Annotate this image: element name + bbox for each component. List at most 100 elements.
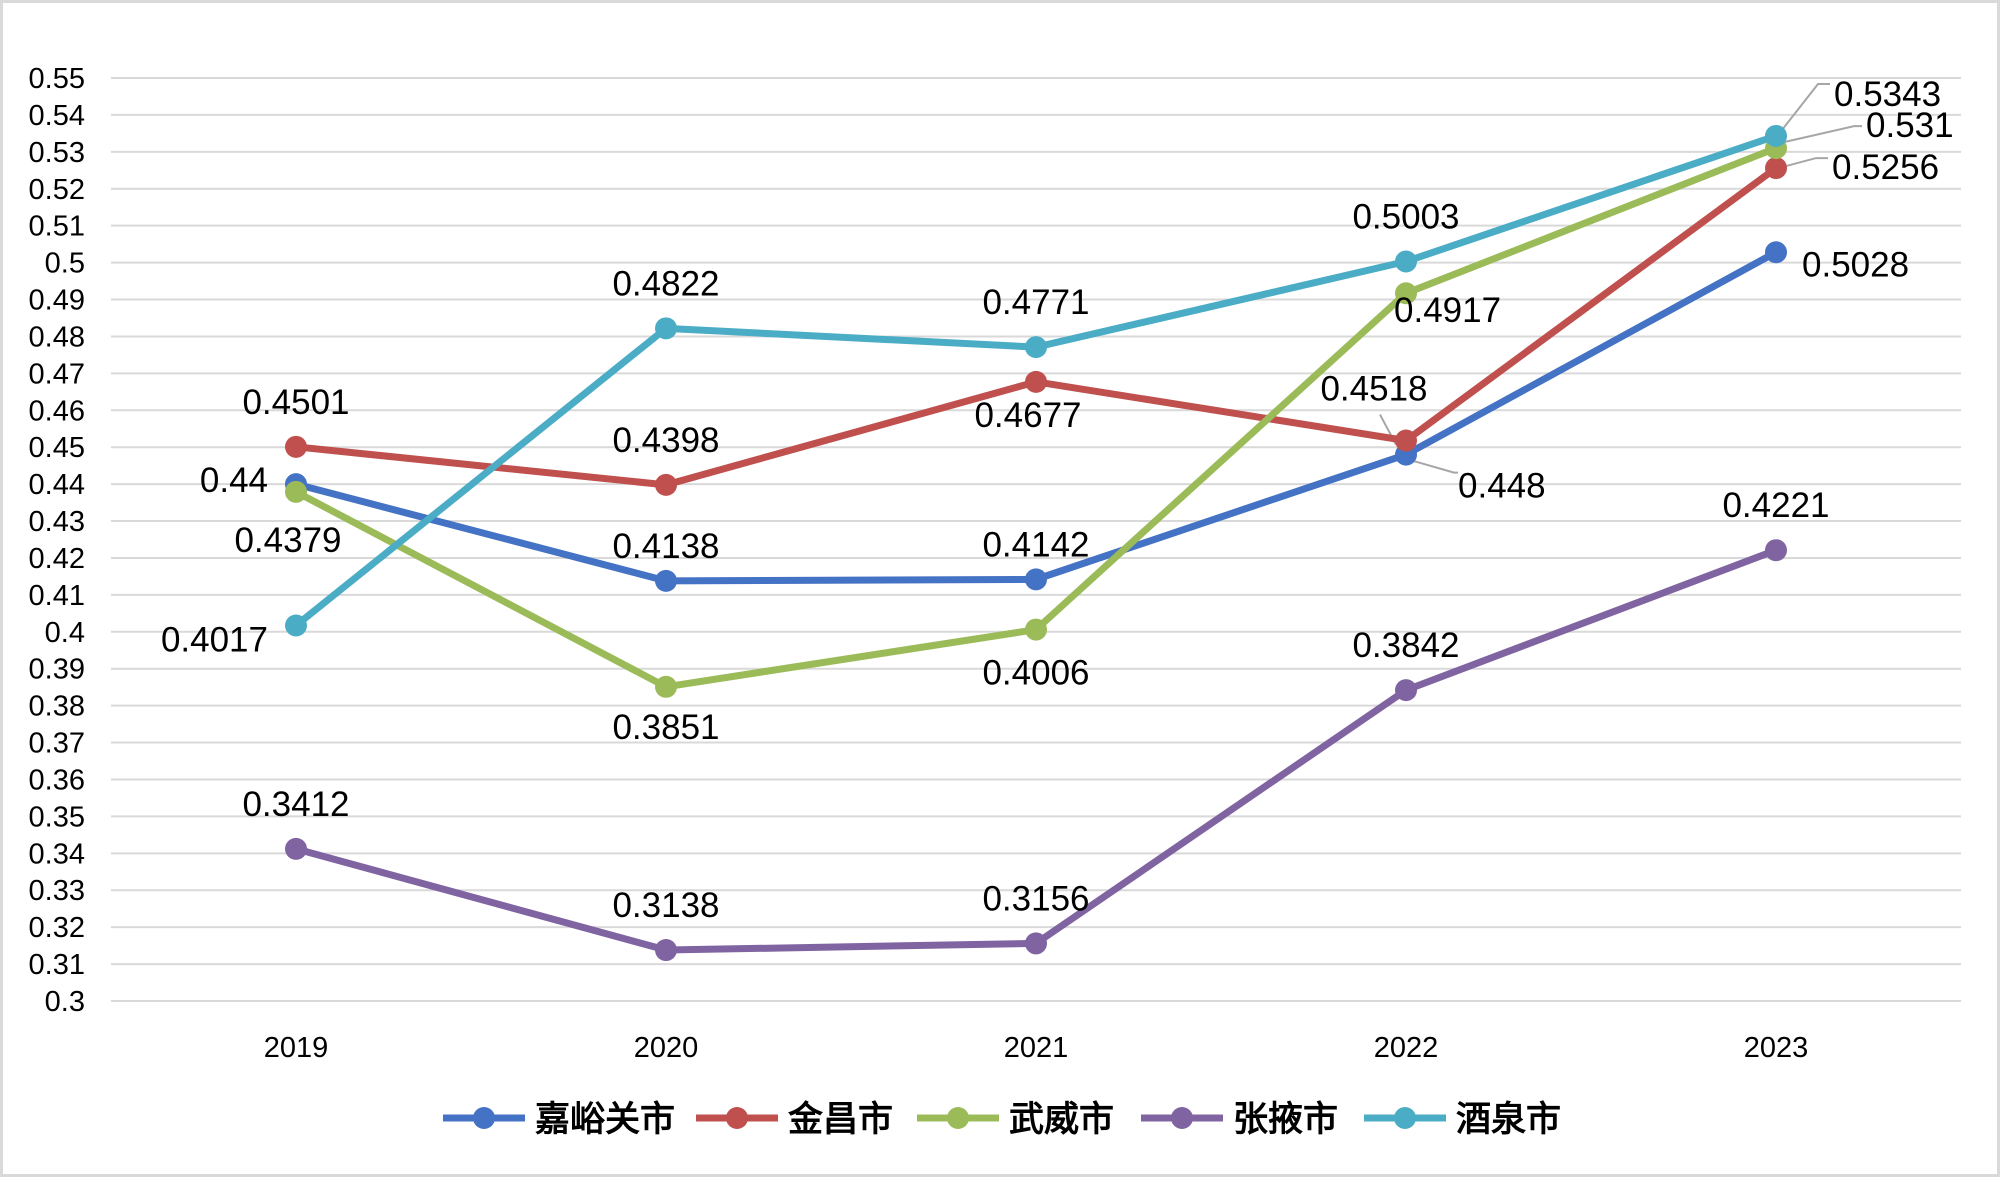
data-label: 0.4398 bbox=[612, 421, 719, 460]
leader-line bbox=[1785, 157, 1828, 168]
data-point bbox=[1765, 157, 1787, 180]
data-point bbox=[655, 675, 677, 698]
leader-line bbox=[1783, 125, 1862, 144]
data-point bbox=[1395, 679, 1417, 702]
y-tick-label: 0.43 bbox=[29, 506, 85, 538]
data-point bbox=[655, 569, 677, 592]
data-point bbox=[285, 614, 307, 637]
data-label: 0.4138 bbox=[612, 527, 719, 566]
leader-line bbox=[1411, 459, 1458, 474]
y-tick-label: 0.42 bbox=[29, 543, 85, 575]
y-tick-label: 0.33 bbox=[29, 875, 85, 907]
data-point bbox=[1395, 429, 1417, 452]
y-tick-label: 0.31 bbox=[29, 949, 85, 981]
y-tick-label: 0.47 bbox=[29, 358, 85, 390]
data-label: 0.4006 bbox=[982, 654, 1089, 693]
y-tick-label: 0.55 bbox=[29, 63, 85, 95]
y-tick-label: 0.32 bbox=[29, 912, 85, 944]
data-label: 0.3842 bbox=[1352, 626, 1459, 665]
x-tick-label: 2021 bbox=[1004, 1032, 1069, 1064]
data-point bbox=[1395, 250, 1417, 273]
x-tick-label: 2023 bbox=[1744, 1032, 1809, 1064]
y-tick-label: 0.48 bbox=[29, 321, 85, 353]
data-label: 0.4221 bbox=[1722, 486, 1829, 525]
y-tick-label: 0.54 bbox=[29, 100, 85, 132]
y-tick-label: 0.35 bbox=[29, 801, 85, 833]
data-point bbox=[655, 939, 677, 962]
y-tick-label: 0.45 bbox=[29, 432, 85, 464]
y-tick-label: 0.38 bbox=[29, 691, 85, 723]
data-label: 0.5343 bbox=[1834, 75, 1941, 114]
line-chart: 0.3 0.31 0.32 0.33 0.34 0.35 0.36 0.37 0.38 0.39 0… bbox=[29, 63, 1961, 1140]
data-label: 0.5003 bbox=[1352, 197, 1459, 236]
y-tick-label: 0.4 bbox=[45, 617, 85, 649]
legend-swatch-marker bbox=[947, 1107, 969, 1129]
legend-swatch-marker bbox=[726, 1107, 748, 1129]
legend: 嘉峪关市 金昌市 武威市 张掖市 酒泉市 bbox=[443, 1099, 1561, 1140]
data-label: 0.3138 bbox=[612, 886, 719, 925]
y-tick-label: 0.49 bbox=[29, 285, 85, 317]
legend-label: 张掖市 bbox=[1233, 1100, 1338, 1140]
y-tick-label: 0.5 bbox=[45, 248, 85, 280]
data-label: 0.4677 bbox=[974, 396, 1081, 435]
data-point bbox=[1025, 618, 1047, 641]
data-label: 0.4142 bbox=[982, 525, 1089, 564]
y-tick-label: 0.51 bbox=[29, 211, 85, 243]
series-lines bbox=[285, 124, 1787, 962]
data-point bbox=[655, 317, 677, 340]
x-tick-label: 2022 bbox=[1374, 1032, 1439, 1064]
data-point bbox=[1765, 124, 1787, 147]
data-label: 0.4917 bbox=[1394, 291, 1501, 330]
y-tick-label: 0.39 bbox=[29, 654, 85, 686]
x-tick-label: 2019 bbox=[264, 1032, 329, 1064]
data-label: 0.5028 bbox=[1802, 245, 1909, 284]
data-point bbox=[1025, 568, 1047, 591]
data-point bbox=[1025, 336, 1047, 359]
data-labels: 0.44 0.4138 0.4142 0.448 0.5028 0.4501 0.4398 0… bbox=[161, 75, 1954, 925]
data-label: 0.4822 bbox=[612, 264, 719, 303]
data-label: 0.3156 bbox=[982, 879, 1089, 918]
data-label: 0.4501 bbox=[242, 383, 349, 422]
label-leader-lines bbox=[1379, 82, 1862, 474]
data-point bbox=[655, 473, 677, 496]
data-point bbox=[1025, 370, 1047, 393]
y-tick-label: 0.36 bbox=[29, 764, 85, 796]
data-point bbox=[1025, 932, 1047, 955]
data-label: 0.5256 bbox=[1832, 148, 1939, 187]
x-tick-label: 2020 bbox=[634, 1032, 699, 1064]
legend-swatch-marker bbox=[1171, 1107, 1193, 1129]
data-point bbox=[1395, 282, 1417, 305]
legend-swatch-marker bbox=[473, 1107, 495, 1129]
data-point bbox=[285, 435, 307, 458]
y-tick-label: 0.37 bbox=[29, 728, 85, 760]
legend-label: 金昌市 bbox=[787, 1099, 893, 1140]
data-point bbox=[285, 837, 307, 860]
legend-label: 武威市 bbox=[1009, 1100, 1114, 1140]
y-tick-label: 0.46 bbox=[29, 395, 85, 427]
data-label: 0.44 bbox=[200, 461, 268, 500]
leader-line bbox=[1781, 82, 1830, 131]
y-axis-ticks: 0.3 0.31 0.32 0.33 0.34 0.35 0.36 0.37 0.38 0.39 0… bbox=[29, 63, 85, 1018]
legend-label: 嘉峪关市 bbox=[535, 1100, 675, 1140]
data-label: 0.448 bbox=[1458, 467, 1546, 506]
data-label: 0.4379 bbox=[234, 521, 341, 560]
data-label: 0.3851 bbox=[612, 708, 719, 747]
y-tick-label: 0.34 bbox=[29, 838, 85, 870]
legend-label: 酒泉市 bbox=[1456, 1100, 1561, 1140]
y-tick-label: 0.52 bbox=[29, 174, 85, 206]
data-label: 0.4771 bbox=[982, 283, 1089, 322]
y-tick-label: 0.41 bbox=[29, 580, 85, 612]
data-label: 0.3412 bbox=[242, 785, 349, 824]
data-point bbox=[1765, 539, 1787, 562]
y-tick-label: 0.3 bbox=[45, 986, 85, 1018]
x-axis-ticks: 2019 2020 2021 2022 2023 bbox=[264, 1032, 1809, 1064]
data-label: 0.531 bbox=[1866, 106, 1954, 145]
y-tick-label: 0.44 bbox=[29, 469, 85, 501]
data-label: 0.4518 bbox=[1320, 370, 1427, 409]
data-point bbox=[1765, 241, 1787, 264]
legend-swatch-marker bbox=[1394, 1107, 1416, 1129]
data-point bbox=[285, 480, 307, 503]
y-tick-label: 0.53 bbox=[29, 137, 85, 169]
data-label: 0.4017 bbox=[161, 621, 268, 660]
